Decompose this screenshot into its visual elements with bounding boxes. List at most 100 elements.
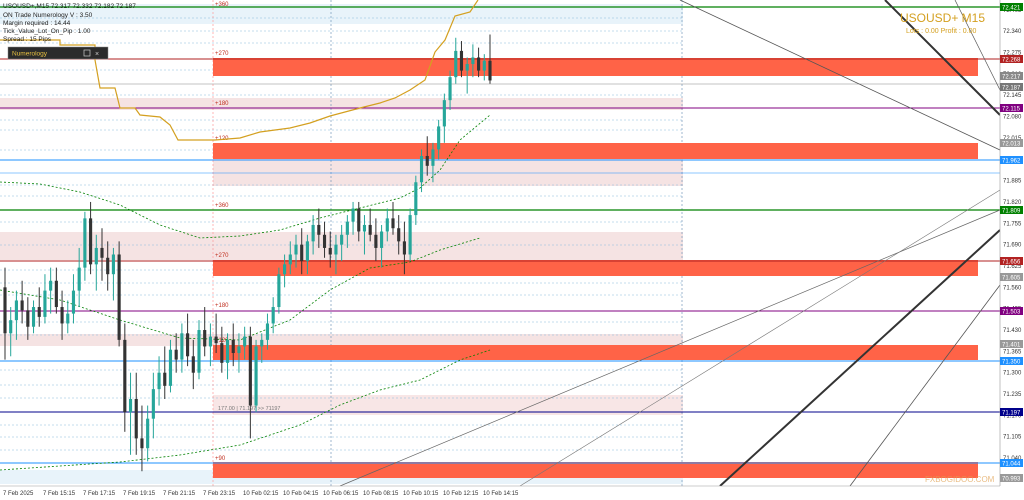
svg-text:+360: +360 bbox=[215, 2, 229, 8]
y-tick-label: 71.430 bbox=[1003, 328, 1022, 334]
candle-body bbox=[454, 50, 458, 78]
candle bbox=[134, 372, 138, 455]
candle-body bbox=[482, 60, 486, 71]
candle-body bbox=[265, 323, 270, 340]
candle bbox=[311, 215, 315, 255]
candle-body bbox=[49, 280, 53, 291]
svg-text:71.656: 71.656 bbox=[1002, 260, 1021, 266]
candle-body bbox=[488, 60, 492, 81]
price-tags: 72.421 72.268 72.217 72.187 72.115 72.01… bbox=[1000, 3, 1023, 483]
candle-body bbox=[243, 336, 247, 347]
candle-body bbox=[471, 57, 475, 65]
svg-text:72.421: 72.421 bbox=[1002, 6, 1021, 12]
candle-body bbox=[374, 234, 378, 248]
candle bbox=[94, 234, 98, 291]
candle bbox=[437, 119, 441, 160]
candle-body bbox=[151, 389, 155, 419]
spread: Spread : 15 Pips bbox=[3, 36, 52, 43]
y-tick-label: 71.300 bbox=[1003, 371, 1022, 377]
svg-text:+90: +90 bbox=[215, 456, 226, 462]
candle bbox=[488, 34, 492, 84]
candle bbox=[14, 290, 18, 340]
svg-text:+360: +360 bbox=[215, 203, 229, 209]
svg-text:71.044: 71.044 bbox=[1002, 462, 1021, 468]
candle bbox=[397, 215, 401, 255]
candle-body bbox=[191, 356, 195, 373]
candle-body bbox=[14, 300, 18, 321]
candle bbox=[9, 307, 13, 357]
numerology-panel[interactable]: Numerology × bbox=[7, 46, 109, 60]
candle-body bbox=[174, 349, 178, 360]
candle bbox=[288, 241, 292, 275]
candle bbox=[197, 320, 201, 380]
y-tick-label: 71.625 bbox=[1003, 264, 1022, 270]
x-tick-label: 10 Feb 04:15 bbox=[283, 491, 319, 497]
x-tick-label: 7 Feb 17:15 bbox=[83, 491, 116, 497]
candle-body bbox=[111, 254, 115, 275]
candle-body bbox=[128, 398, 133, 413]
candle bbox=[43, 274, 47, 324]
info-overlay: USOUSD+,M15 72.317 72.332 72.182 72.187 … bbox=[3, 3, 136, 43]
x-tick-label: 10 Feb 06:15 bbox=[323, 491, 359, 497]
candle-body bbox=[437, 126, 441, 150]
candle bbox=[374, 218, 378, 262]
candle-body bbox=[89, 218, 93, 265]
x-tick-label: 7 Feb 2025 bbox=[3, 491, 34, 497]
candle-body bbox=[254, 346, 258, 406]
candle-body bbox=[117, 254, 121, 340]
y-tick-label: 72.275 bbox=[1003, 51, 1022, 57]
candle bbox=[465, 57, 469, 94]
candle bbox=[174, 333, 178, 373]
candle bbox=[477, 47, 481, 78]
candle-body bbox=[288, 254, 292, 265]
y-tick-label: 71.885 bbox=[1003, 179, 1022, 185]
y-tick-label: 71.170 bbox=[1003, 413, 1022, 419]
candle-body bbox=[283, 264, 287, 275]
svg-text:72.268: 72.268 bbox=[1002, 58, 1021, 64]
svg-text:71.197: 71.197 bbox=[1002, 411, 1021, 417]
candle bbox=[225, 333, 230, 380]
svg-text:+270: +270 bbox=[215, 253, 229, 259]
candle bbox=[368, 208, 372, 242]
watermark: FXBOGIDOO.COM bbox=[925, 475, 995, 484]
candle-body bbox=[351, 208, 355, 222]
candle bbox=[77, 247, 81, 308]
candle-body bbox=[442, 100, 446, 127]
y-tick-label: 71.235 bbox=[1003, 392, 1022, 398]
candle bbox=[231, 323, 235, 367]
candle bbox=[305, 234, 309, 275]
candle-body bbox=[317, 224, 321, 235]
y-tick-label: 72.080 bbox=[1003, 115, 1022, 121]
candle bbox=[317, 208, 321, 248]
candle bbox=[328, 231, 332, 268]
restore-icon[interactable] bbox=[83, 49, 91, 57]
candle-body bbox=[340, 234, 344, 245]
candle-body bbox=[477, 57, 481, 71]
indicator-name: ON Trade Numerology V : 3.50 bbox=[3, 12, 93, 19]
svg-text:72.217: 72.217 bbox=[1002, 75, 1021, 81]
candle bbox=[385, 208, 389, 242]
candle-body bbox=[197, 330, 201, 373]
x-tick-label: 10 Feb 12:15 bbox=[443, 491, 479, 497]
candle bbox=[248, 326, 252, 439]
x-tick-label: 10 Feb 10:15 bbox=[403, 491, 439, 497]
candle bbox=[31, 300, 36, 334]
level-note: 177.00 | 71.197 >> 71197 bbox=[218, 406, 281, 412]
candle bbox=[351, 201, 355, 235]
candle bbox=[277, 267, 281, 314]
candle-body bbox=[9, 320, 13, 334]
candle-body bbox=[231, 339, 235, 354]
svg-text:71.962: 71.962 bbox=[1002, 159, 1021, 165]
candle bbox=[106, 241, 110, 291]
candle-body bbox=[203, 330, 207, 347]
close-icon[interactable]: × bbox=[95, 51, 99, 58]
zone-5 bbox=[213, 462, 978, 478]
margin-required: Margin required : 14.44 bbox=[3, 20, 71, 27]
candle bbox=[157, 356, 161, 406]
candle bbox=[471, 44, 475, 78]
svg-text:+180: +180 bbox=[215, 303, 229, 309]
svg-text:72.115: 72.115 bbox=[1002, 107, 1021, 113]
candle-body bbox=[419, 155, 424, 183]
svg-text:71.605: 71.605 bbox=[1002, 276, 1021, 282]
